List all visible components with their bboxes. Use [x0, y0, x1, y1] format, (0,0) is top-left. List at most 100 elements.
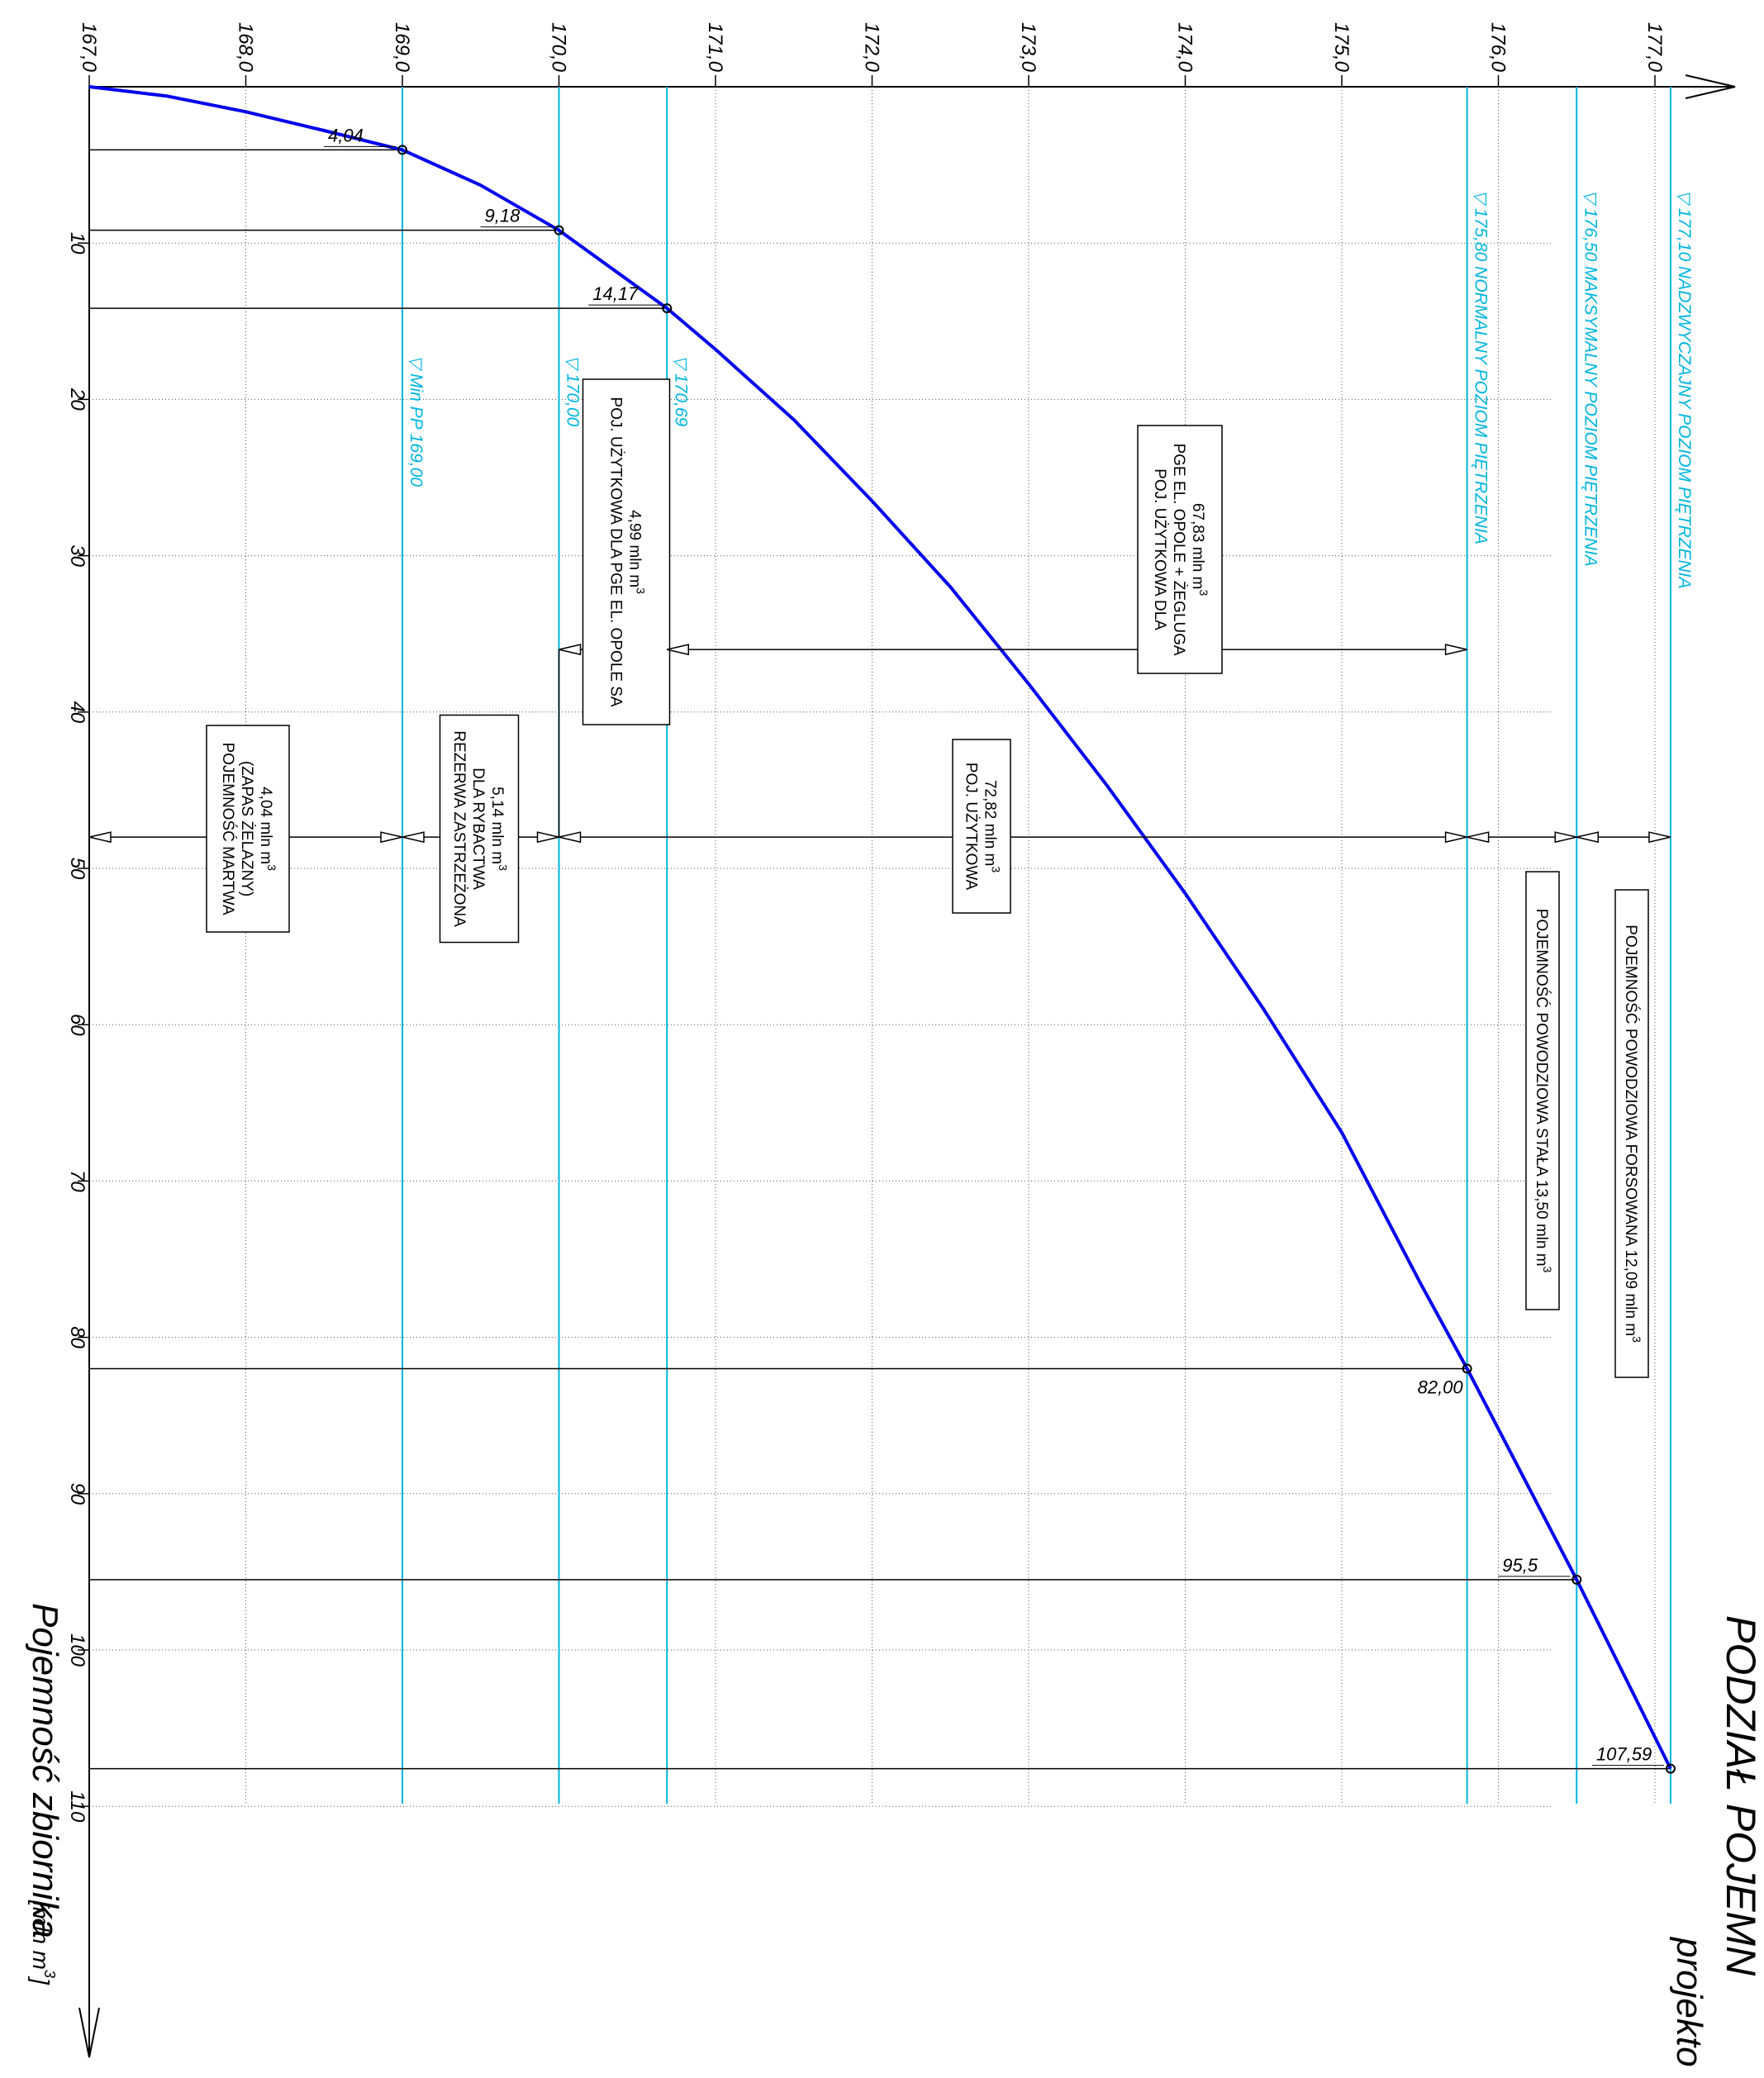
chart-title-text: PODZIAŁ POJEMN: [1718, 1615, 1764, 1976]
zone-label-text: POJEMNOŚĆ POWODZIOWA STAŁA 13,50 mln m3: [1533, 909, 1554, 1273]
water-level-text: ▽ 176,50 MAKSYMALNY POZIOM PIĘTRZENIA: [1581, 190, 1600, 567]
water-level-label: ▽ 176,50 MAKSYMALNY POZIOM PIĘTRZENIA: [1581, 190, 1600, 567]
x-tick-label: 170,0: [548, 22, 570, 73]
dimension-arrowhead: [1467, 831, 1490, 844]
x-tick-label: 171,0: [704, 22, 726, 73]
curve-point: [662, 303, 673, 314]
x-tick-label: 167,0: [78, 22, 100, 73]
point-label: 4,04: [328, 125, 364, 145]
y-tick-label: 40: [66, 701, 88, 723]
water-level-label: ▽ 175,80 NORMALNY POZIOM PIĘTRZENIA: [1472, 190, 1491, 544]
chart-subtitle: projekto: [1669, 1936, 1709, 2067]
curve-point: [1665, 1763, 1676, 1774]
point-label: 9,18: [485, 206, 521, 226]
water-level-label: ▽ 177,10 NADZWYCZAJNY POZIOM PIĘTRZENIA: [1675, 190, 1694, 589]
y-tick-label: 90: [66, 1482, 88, 1505]
point-label: 14,17: [592, 283, 639, 304]
dimension-arrowhead: [1554, 831, 1577, 844]
dimension-arrowhead: [1576, 831, 1599, 844]
dimension-arrowhead: [559, 644, 582, 656]
y-axis-arrow: [78, 2007, 100, 2058]
dimension-arrowhead: [402, 831, 425, 844]
dimension-arrowhead: [1444, 831, 1467, 844]
y-tick-label: 110: [66, 1790, 88, 1823]
zone-label-box: [1614, 889, 1649, 1378]
dimension-arrowhead: [88, 831, 112, 844]
dimension-arrowhead: [1444, 644, 1467, 656]
zone-label-text: POJEMNOŚĆ POWODZIOWA FORSOWANA 12,09 mln…: [1622, 925, 1643, 1343]
water-level-text: ▽ 177,10 NADZWYCZAJNY POZIOM PIĘTRZENIA: [1675, 190, 1694, 589]
y-tick-label: 10: [66, 232, 88, 254]
zone-label-text: DLA RYBACTWA: [469, 768, 487, 890]
dimension-arrowhead: [1648, 831, 1671, 844]
water-level-text: ▽ Min PP 169,00: [407, 355, 426, 487]
zone-label-text: 67,83 mln m3: [1189, 503, 1210, 597]
zone-label-text: 4,04 mln m3: [257, 787, 278, 871]
zone-label: POJEMNOŚĆ POWODZIOWA STAŁA 13,50 mln m3: [1533, 909, 1554, 1273]
curve-point: [397, 145, 407, 155]
y-tick-label: 60: [66, 1014, 88, 1036]
zone-label-box: [1137, 425, 1223, 674]
water-level-label: ▽ Min PP 169,00: [407, 355, 426, 487]
zone-label-box: [439, 714, 520, 944]
dimension-arrowhead: [380, 831, 403, 844]
zone-label-text: POJ. UŻYTKOWA DLA PGE EL. OPOLE SA: [607, 397, 625, 707]
zone-label-box: [1525, 871, 1560, 1310]
zone-label-text: POJ. UŻYTKOWA DLA: [1151, 468, 1168, 630]
y-axis-title-text: Pojemność zbiornika: [25, 1603, 65, 1938]
dimension-arrowhead: [536, 831, 559, 844]
point-label: 82,00: [1418, 1377, 1464, 1397]
y-tick-label: 80: [66, 1326, 88, 1348]
y-axis-unit-text: [mln m3]: [28, 1900, 58, 1985]
dimension-arrowhead: [667, 644, 690, 656]
zone-label-box: [582, 378, 671, 725]
y-tick-label: 30: [66, 544, 88, 567]
x-tick-label: 175,0: [1330, 22, 1353, 73]
zone-label-text: POJEMNOŚĆ MARTWA: [219, 742, 237, 915]
zone-label-text: 5,14 mln m3: [488, 787, 510, 871]
zone-label-box: [206, 725, 290, 933]
y-tick-label: 50: [66, 858, 88, 880]
x-tick-label: 177,0: [1643, 22, 1666, 73]
y-tick-label: 70: [66, 1170, 88, 1192]
x-tick-label: 168,0: [235, 22, 257, 73]
curve-point: [554, 225, 564, 235]
water-level-text: ▽ 175,80 NORMALNY POZIOM PIĘTRZENIA: [1472, 190, 1491, 544]
point-label: 95,5: [1502, 1555, 1538, 1576]
zone-label-text: 4,99 mln m3: [626, 510, 648, 594]
point-label: 107,59: [1596, 1744, 1652, 1765]
chart-title: PODZIAŁ POJEMN: [1718, 1615, 1764, 1976]
y-axis-title: Pojemność zbiornika[mln m3]: [25, 1603, 65, 1985]
y-tick-label: 100: [66, 1633, 88, 1667]
water-level-text: ▽ 170,00: [563, 355, 582, 427]
zone-label: POJEMNOŚĆ MARTWA (ZAPAS ŻELAZNY) 4,04 mln …: [219, 742, 278, 915]
chart-subtitle-text: projekto: [1669, 1936, 1709, 2067]
zone-label: POJ. UŻYTKOWA DLA PGE EL. OPOLE + ŻEGLUGA…: [1151, 443, 1210, 655]
x-tick-label: 173,0: [1017, 22, 1039, 73]
zone-label-text: 72,82 mln m3: [982, 780, 1003, 873]
x-tick-label: 172,0: [861, 22, 883, 73]
zone-label: POJ. UŻYTKOWA DLA PGE EL. OPOLE SA 4,99 m…: [607, 397, 648, 707]
y-tick-label: 20: [66, 388, 88, 411]
x-tick-label: 176,0: [1487, 22, 1510, 73]
zone-label: POJ. UŻYTKOWA 72,82 mln m3: [963, 763, 1003, 891]
curve-point: [1571, 1574, 1582, 1585]
capacity-curve: [88, 85, 1672, 1770]
dimension-arrowhead: [559, 831, 582, 844]
water-level-label: ▽ 170,00: [563, 355, 582, 427]
x-tick-label: 169,0: [391, 22, 413, 73]
zone-label-box: [952, 739, 1011, 914]
zone-label-text: PGE EL. OPOLE + ŻEGLUGA: [1170, 443, 1187, 655]
water-level-label: ▽ 170,69: [671, 355, 690, 427]
curve-point: [1462, 1363, 1472, 1374]
zone-label-text: POJ. UŻYTKOWA: [963, 763, 980, 891]
zone-label: POJEMNOŚĆ POWODZIOWA FORSOWANA 12,09 mln…: [1622, 925, 1643, 1343]
x-axis-arrow: [1685, 74, 1736, 99]
x-tick-label: 174,0: [1174, 22, 1196, 73]
water-level-text: ▽ 170,69: [671, 355, 690, 427]
zone-label-text: REZERWA ZASTRZEŻONA: [450, 730, 468, 927]
zone-label-text: (ZAPAS ŻELAZNY): [238, 761, 255, 896]
zone-label: REZERWA ZASTRZEŻONA DLA RYBACTWA 5,14 mln …: [450, 730, 510, 927]
